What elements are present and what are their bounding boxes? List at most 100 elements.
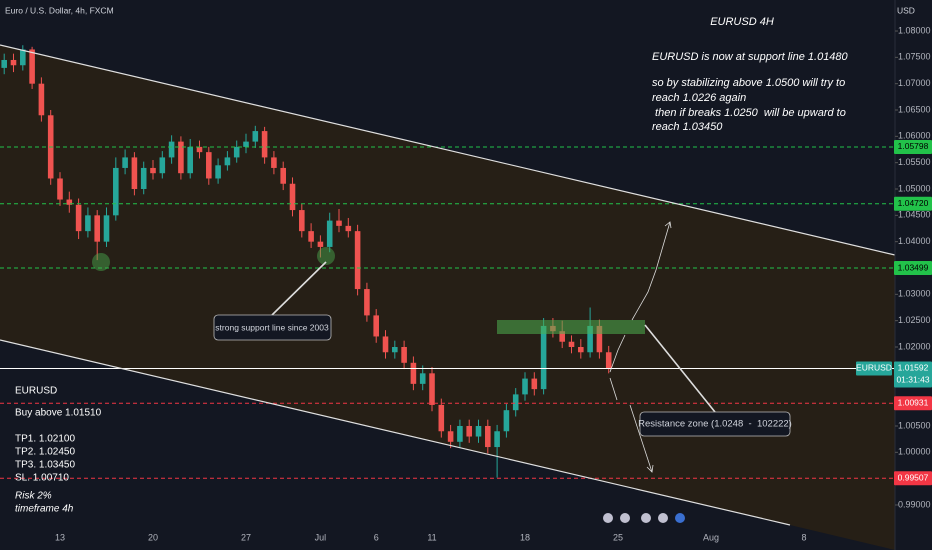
trade-plan-line: TP3. 1.03450 bbox=[15, 460, 75, 471]
candle-body bbox=[401, 346, 407, 363]
price-label-box bbox=[894, 261, 932, 276]
candle-body bbox=[494, 431, 500, 448]
candle-body bbox=[75, 204, 82, 232]
arrowhead bbox=[664, 221, 672, 229]
callout-line bbox=[644, 324, 716, 413]
candle-body bbox=[410, 362, 417, 384]
candle-body bbox=[178, 141, 184, 174]
candle-body bbox=[438, 404, 445, 432]
trade-plan-line: Risk 2% bbox=[15, 491, 52, 502]
candle-body bbox=[187, 146, 193, 174]
candle-body bbox=[466, 425, 472, 437]
heading: EURUSD 4H bbox=[710, 16, 774, 28]
y-tick-label: 0.99000 bbox=[898, 499, 931, 509]
candle-body bbox=[252, 131, 259, 142]
arrowhead bbox=[646, 464, 654, 473]
price-label-box bbox=[894, 396, 932, 411]
candle-body bbox=[271, 157, 277, 168]
price-label-box bbox=[894, 139, 932, 154]
chart-title: Euro / U.S. Dollar, 4h, FXCM bbox=[5, 5, 114, 15]
candle-body bbox=[308, 231, 314, 242]
candle-body bbox=[522, 378, 528, 395]
candle-body bbox=[122, 157, 128, 168]
candle-body bbox=[559, 331, 565, 342]
candle-body bbox=[373, 315, 379, 337]
candle-body bbox=[531, 378, 538, 390]
candle-body bbox=[261, 131, 268, 158]
x-tick-label: 8 bbox=[802, 532, 807, 542]
y-tick-label: 1.04500 bbox=[898, 210, 931, 220]
y-tick-label: 1.02500 bbox=[898, 315, 931, 325]
trade-plan-line: Buy above 1.01510 bbox=[15, 408, 102, 419]
y-tick-label: 1.00500 bbox=[898, 420, 931, 430]
trade-plan-line: timeframe 4h bbox=[15, 504, 74, 515]
candle-body bbox=[512, 394, 519, 411]
x-tick-label: 18 bbox=[520, 532, 530, 542]
candle-body bbox=[596, 325, 603, 353]
candle-body bbox=[224, 157, 231, 166]
candle-body bbox=[503, 410, 510, 432]
candle-body bbox=[568, 341, 575, 347]
y-tick-label: 1.05500 bbox=[898, 157, 931, 167]
y-tick-label: 1.04000 bbox=[898, 236, 931, 246]
candle-body bbox=[345, 225, 352, 232]
x-tick-label: 11 bbox=[427, 532, 436, 542]
arrow bbox=[609, 334, 626, 373]
candle-body bbox=[38, 83, 45, 116]
trade-plan-line: SL. 1.00710 bbox=[15, 473, 69, 484]
candle-body bbox=[94, 215, 100, 242]
countdown: 01:31:43 bbox=[896, 375, 929, 385]
y-tick-label: 1.05000 bbox=[898, 183, 931, 193]
x-tick-label: Aug bbox=[703, 532, 719, 542]
y-tick-label: 1.06000 bbox=[898, 131, 931, 141]
trade-plan-line: EURUSD bbox=[15, 386, 57, 397]
price-label: 1.03499 bbox=[898, 262, 929, 272]
y-tick-label: 1.07000 bbox=[898, 78, 931, 88]
candle-body bbox=[540, 325, 547, 390]
candle-body bbox=[587, 325, 593, 353]
candle-body bbox=[159, 157, 166, 174]
candle-body bbox=[243, 141, 249, 147]
y-tick-label: 1.06500 bbox=[898, 104, 931, 114]
candle-body bbox=[364, 289, 370, 316]
candle-body bbox=[196, 146, 203, 153]
candle-body bbox=[354, 231, 361, 290]
candle-body bbox=[429, 373, 435, 405]
trade-plan-line: TP1. 1.02100 bbox=[15, 434, 75, 445]
y-tick-label: 1.02000 bbox=[898, 341, 931, 351]
arrow bbox=[609, 377, 618, 401]
candle-body bbox=[289, 183, 296, 211]
candle-body bbox=[10, 59, 17, 66]
annotation-line: EURUSD is now at support line 1.01480 bbox=[652, 51, 849, 63]
arrow bbox=[631, 221, 671, 321]
arrow bbox=[629, 404, 653, 473]
candle-body bbox=[168, 141, 175, 158]
price-label: 1.04720 bbox=[898, 198, 929, 208]
annotation-line: reach 1.03450 bbox=[652, 121, 723, 133]
price-label-box bbox=[894, 471, 932, 486]
candle-body bbox=[233, 146, 240, 158]
annotation-line: so by stabilizing above 1.0500 will try … bbox=[652, 77, 845, 89]
last-price: 1.01592 bbox=[898, 363, 929, 373]
x-tick-label: 27 bbox=[241, 532, 251, 542]
callout-box bbox=[213, 314, 332, 341]
candle-body bbox=[578, 346, 584, 353]
candle-body bbox=[1, 59, 7, 68]
candle-body bbox=[392, 346, 398, 353]
candle-body bbox=[336, 220, 342, 226]
channel-bottom bbox=[0, 339, 791, 526]
candle-body bbox=[457, 425, 463, 442]
price-label-box bbox=[894, 196, 932, 211]
symbol: EURUSD bbox=[856, 363, 892, 373]
x-tick-label: 25 bbox=[613, 532, 623, 542]
candle-body bbox=[85, 215, 91, 232]
candle-body bbox=[215, 165, 221, 179]
candle-body bbox=[20, 49, 26, 66]
candle-body bbox=[57, 178, 63, 200]
symbol-box bbox=[856, 361, 892, 376]
candle-body bbox=[317, 241, 324, 247]
candle-body bbox=[605, 352, 612, 369]
y-tick-label: 1.03000 bbox=[898, 289, 931, 299]
x-tick-label: Jul bbox=[315, 532, 327, 542]
flags bbox=[603, 513, 685, 523]
